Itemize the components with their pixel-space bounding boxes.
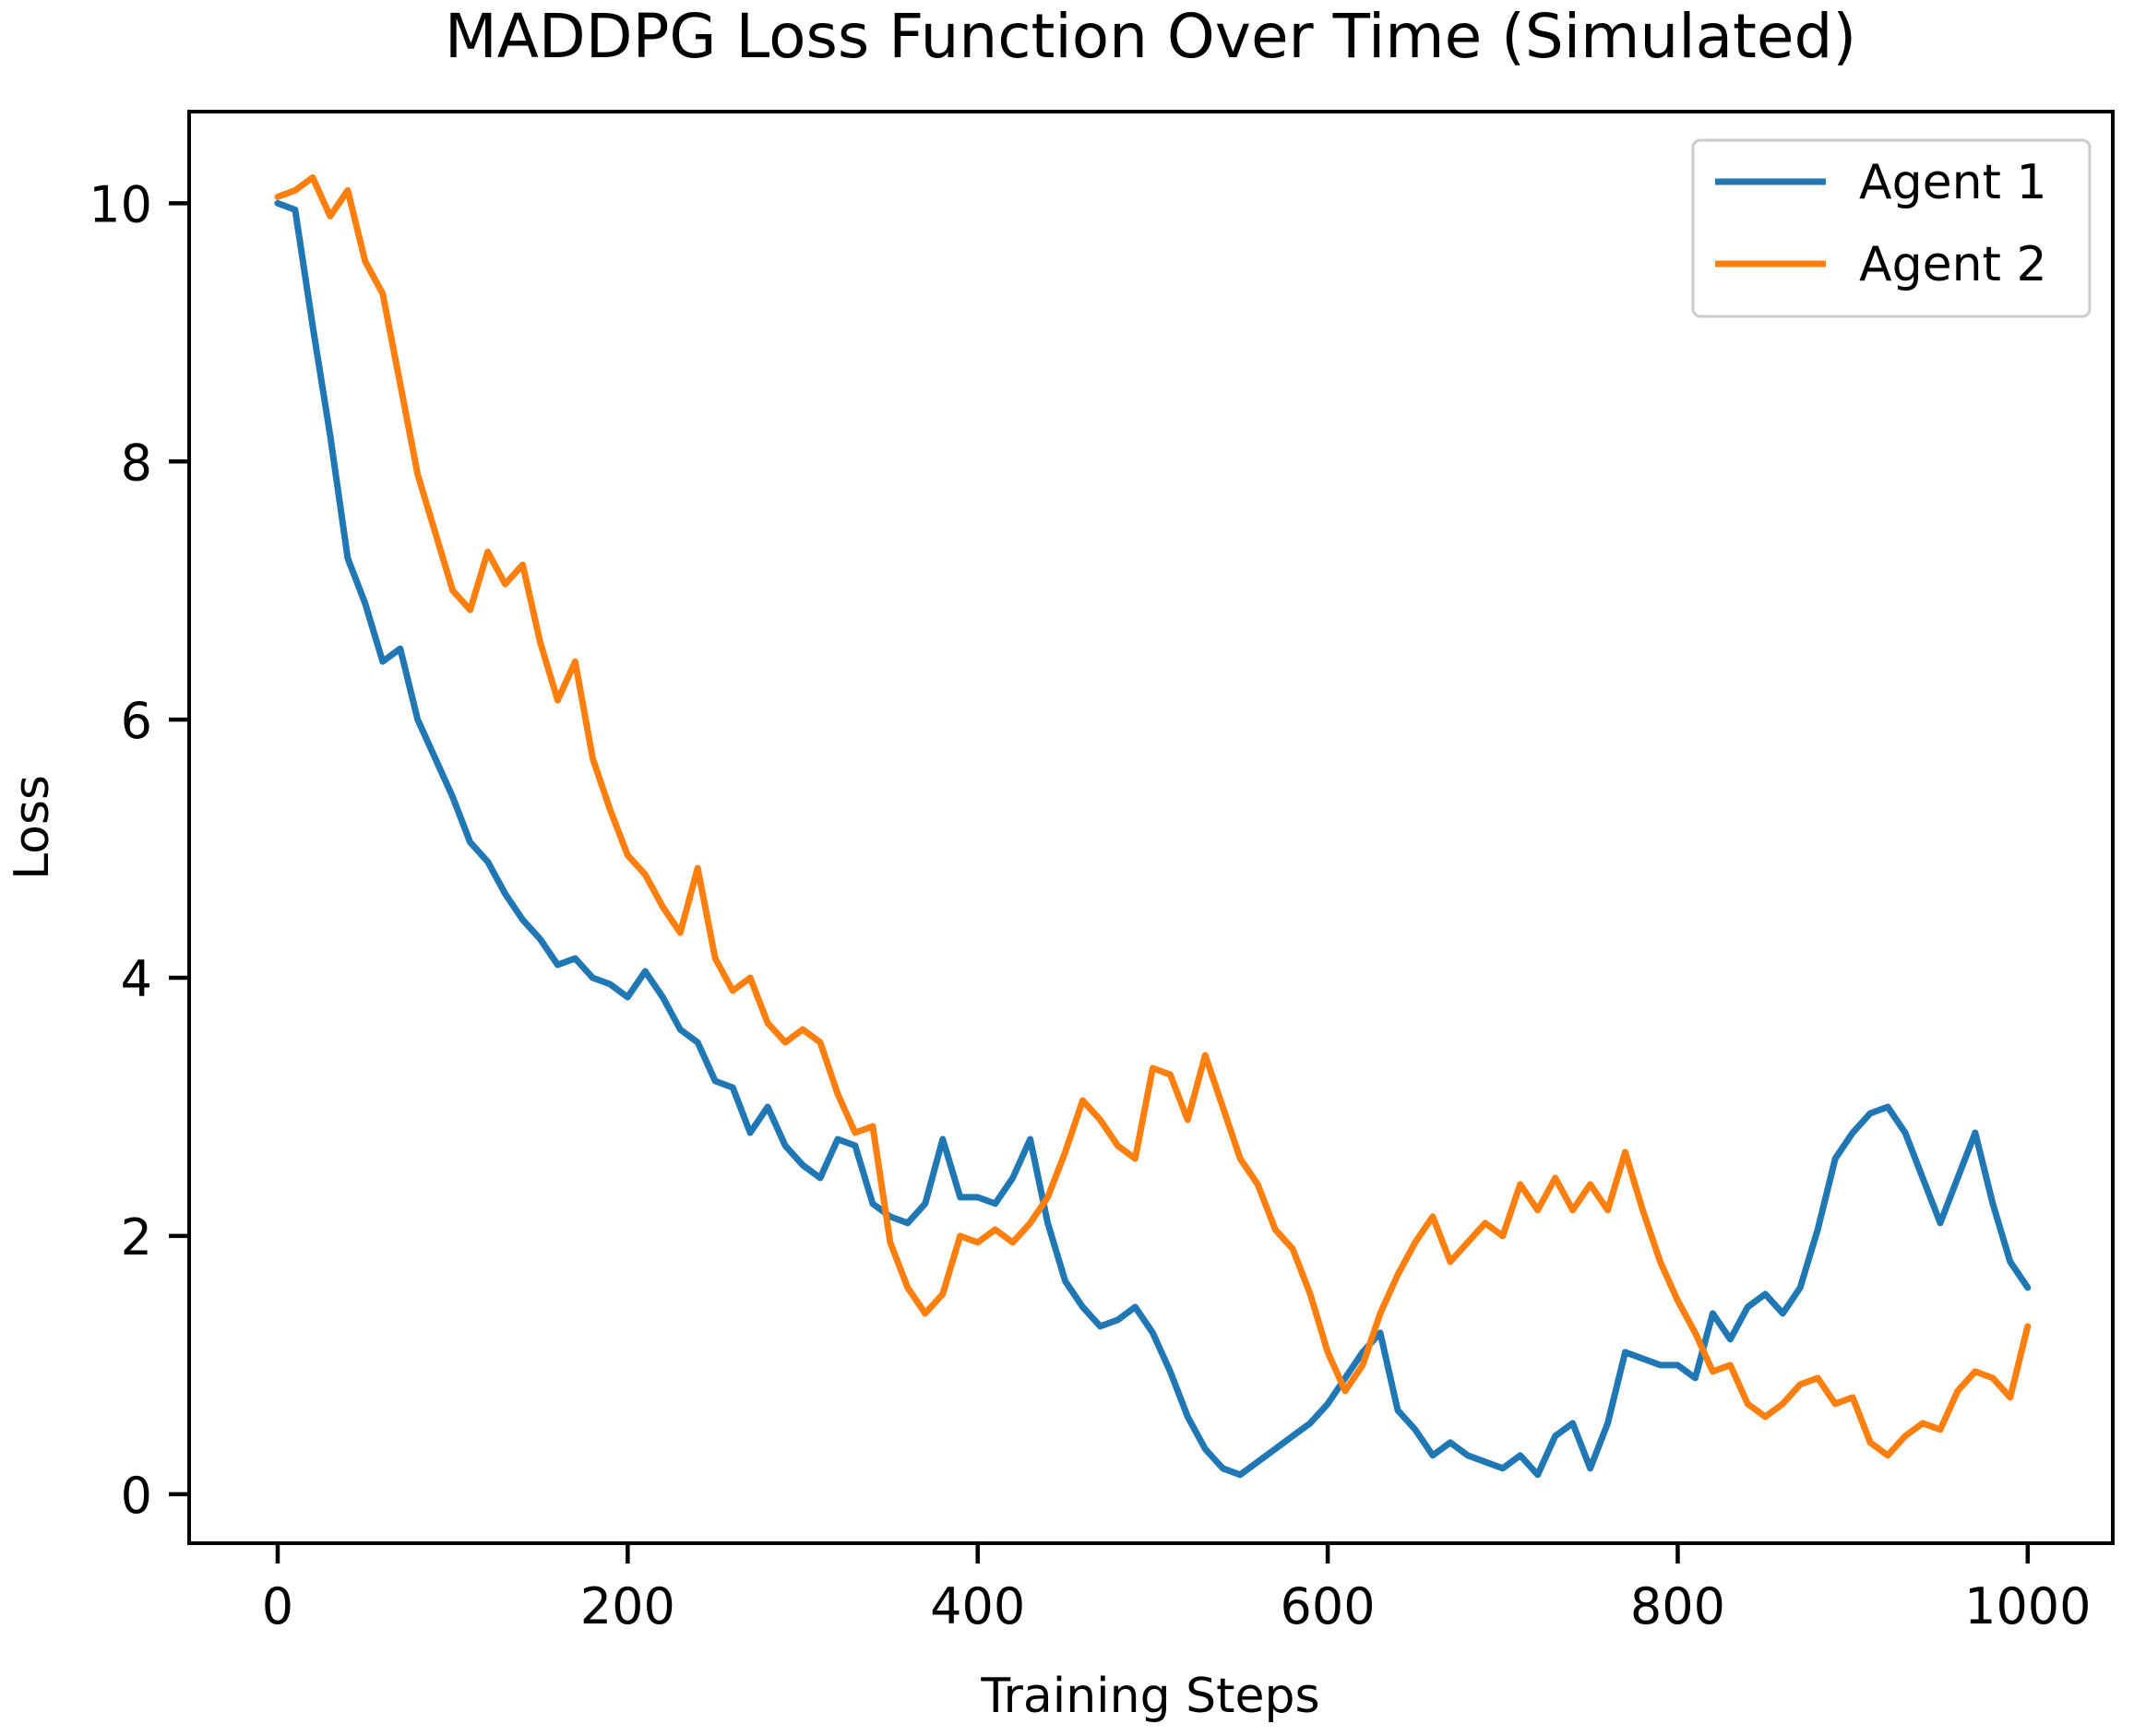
legend-item-agent-1: Agent 1	[1715, 155, 2047, 210]
legend-item-agent-2: Agent 2	[1715, 237, 2047, 292]
y-tick-label: 10	[89, 175, 152, 233]
series-lines	[274, 173, 2032, 1479]
agent-1-line	[274, 199, 2032, 1479]
y-tick-label: 0	[121, 1467, 152, 1525]
x-tick-label: 200	[580, 1577, 675, 1635]
x-tick-label: 800	[1630, 1577, 1725, 1635]
x-axis-ticks: 0 200 400 600 800 1000	[262, 1543, 2092, 1635]
x-tick-label: 400	[930, 1577, 1025, 1635]
legend-label-agent-2: Agent 2	[1859, 237, 2047, 292]
legend: Agent 1 Agent 2	[1691, 138, 2092, 318]
y-tick-label: 4	[121, 950, 152, 1008]
y-axis-ticks: 0 2 4 6 8 10	[89, 175, 189, 1525]
y-axis-label: Loss	[5, 775, 60, 880]
x-axis-label: Training Steps	[980, 1669, 1319, 1724]
y-tick-label: 6	[121, 692, 152, 750]
y-tick-label: 2	[121, 1208, 152, 1266]
chart-title: MADDPG Loss Function Over Time (Simulate…	[445, 1, 1856, 72]
agent-2-line	[274, 173, 2032, 1459]
y-tick-label: 8	[121, 434, 152, 492]
x-tick-label: 600	[1281, 1577, 1376, 1635]
legend-label-agent-1: Agent 1	[1859, 155, 2047, 210]
x-tick-label: 0	[262, 1577, 293, 1635]
x-tick-label: 1000	[1964, 1577, 2091, 1635]
